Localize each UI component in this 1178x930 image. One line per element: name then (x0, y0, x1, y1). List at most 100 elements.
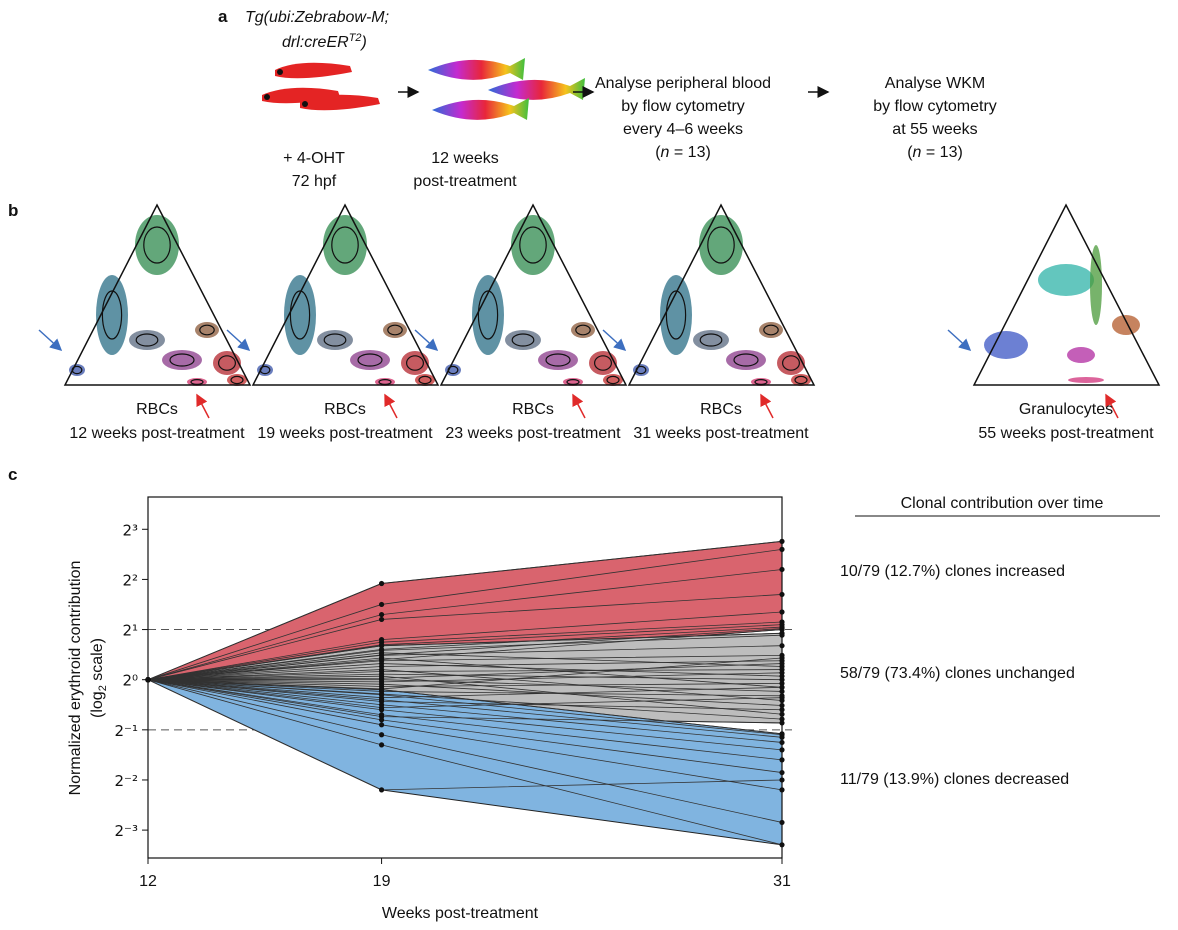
clone-point (379, 687, 384, 692)
ternary-plot: Granulocytes 55 weeks post-treatment (948, 205, 1159, 442)
adult-fish (428, 58, 585, 120)
cell-cluster (699, 215, 743, 275)
plot-time: 12 weeks post-treatment (69, 425, 245, 442)
cell-cluster (195, 322, 219, 338)
y-axis-label: (log2 scale) (89, 638, 109, 718)
y-tick-label: 2¹ (122, 622, 138, 640)
cell-cluster (323, 215, 367, 275)
group-label: 11/79 (13.9%) clones decreased (840, 771, 1069, 788)
clone-point (379, 722, 384, 727)
plot-time: 23 weeks post-treatment (445, 425, 621, 442)
wkm-n: (n = 13) (907, 144, 963, 161)
cell-cluster (135, 215, 179, 275)
growth-text: 12 weeks (431, 150, 499, 167)
clone-point (379, 712, 384, 717)
wkm-text: at 55 weeks (892, 121, 977, 138)
cell-cluster (538, 350, 578, 370)
ternary-plots: RBCs 12 weeks post-treatment RBCs 19 weeks … (39, 205, 1159, 442)
red-arrow (573, 395, 585, 418)
plot-cells: RBCs (324, 401, 366, 418)
blood-text: every 4–6 weeks (623, 121, 743, 138)
plot-cells: RBCs (136, 401, 178, 418)
cell-cluster (589, 351, 617, 375)
clone-point (379, 787, 384, 792)
clone-point (379, 702, 384, 707)
cell-cluster (1090, 245, 1102, 325)
cell-cluster (401, 351, 429, 375)
cell-cluster (1038, 264, 1094, 296)
cell-cluster (571, 322, 595, 338)
wkm-text: by flow cytometry (873, 98, 997, 115)
figure: a Tg(ubi:Zebrabow-M; drl:creERT2) + 4-OH… (0, 0, 1178, 925)
legend-title: Clonal contribution over time (901, 495, 1104, 512)
x-tick-label: 31 (773, 873, 791, 890)
larvae (262, 63, 380, 110)
ternary-plot: RBCs 19 weeks post-treatment (227, 205, 438, 442)
clone-point (379, 617, 384, 622)
red-arrow (197, 395, 209, 418)
cell-cluster (511, 215, 555, 275)
y-tick-label: 2⁻³ (115, 822, 138, 840)
cell-cluster (129, 330, 165, 350)
cell-cluster (213, 351, 241, 375)
blood-text: by flow cytometry (621, 98, 745, 115)
cell-cluster (777, 351, 805, 375)
strain-sup: T2 (349, 32, 362, 44)
strain-line: Tg(ubi:Zebrabow-M; (245, 9, 389, 26)
y-tick-label: 2⁻² (115, 772, 138, 790)
treatment-text: + 4-OHT (283, 150, 345, 167)
clone-point (379, 602, 384, 607)
plot-cells: Granulocytes (1019, 401, 1113, 418)
cell-cluster (350, 350, 390, 370)
red-arrow (761, 395, 773, 418)
blood-n: (n = 13) (655, 144, 711, 161)
clone-point (379, 581, 384, 586)
cell-cluster (317, 330, 353, 350)
ternary-plot: RBCs 23 weeks post-treatment (415, 205, 626, 442)
group-label: 58/79 (73.4%) clones unchanged (840, 665, 1075, 682)
cell-cluster (162, 350, 202, 370)
y-tick-label: 2³ (122, 521, 138, 539)
cell-cluster (1068, 377, 1104, 383)
plot-time: 55 weeks post-treatment (978, 425, 1154, 442)
x-tick-label: 12 (139, 873, 157, 890)
group-label: 10/79 (12.7%) clones increased (840, 563, 1065, 580)
cell-cluster (984, 331, 1028, 359)
plot-cells: RBCs (700, 401, 742, 418)
cell-cluster (693, 330, 729, 350)
clone-point (379, 692, 384, 697)
clone-point (379, 612, 384, 617)
cell-cluster (1067, 347, 1095, 363)
y-tick-label: 2⁰ (122, 672, 138, 690)
clone-point (379, 732, 384, 737)
cell-cluster (505, 330, 541, 350)
ylabel-part: (log (89, 691, 106, 718)
treatment-text: 72 hpf (292, 173, 337, 190)
panel-label: a (218, 7, 228, 26)
wkm-text: Analyse WKM (885, 75, 985, 92)
strain-text: ) (360, 34, 367, 51)
clone-point (379, 742, 384, 747)
growth-text: post-treatment (413, 173, 517, 190)
panel-label: b (8, 201, 18, 220)
ylabel-part: scale) (89, 638, 106, 685)
strain-text: drl:creER (282, 34, 349, 51)
strain-line: drl:creERT2) (282, 32, 367, 51)
chart: 10/79 (12.7%) clones increased 58/79 (73.… (115, 497, 1075, 890)
plot-cells: RBCs (512, 401, 554, 418)
n-text: n (913, 144, 922, 161)
n-text: n (661, 144, 670, 161)
x-axis-label: Weeks post-treatment (382, 905, 539, 922)
plot-time: 19 weeks post-treatment (257, 425, 433, 442)
y-tick-label: 2² (122, 571, 138, 589)
blue-arrow (39, 330, 61, 350)
ternary-plot: RBCs 12 weeks post-treatment (39, 205, 250, 442)
n-text: = 13) (669, 144, 710, 161)
blood-text: Analyse peripheral blood (595, 75, 771, 92)
cell-cluster (726, 350, 766, 370)
clone-point (379, 697, 384, 702)
blue-arrow (948, 330, 970, 350)
red-arrow (385, 395, 397, 418)
n-text: = 13) (921, 144, 962, 161)
